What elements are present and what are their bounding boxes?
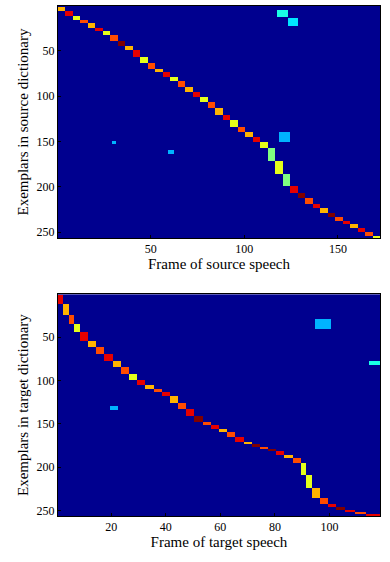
svg-text:50: 50 xyxy=(145,242,157,256)
svg-text:80: 80 xyxy=(269,520,281,534)
svg-text:200: 200 xyxy=(37,460,55,474)
svg-text:40: 40 xyxy=(160,520,172,534)
svg-text:250: 250 xyxy=(37,504,55,518)
svg-text:100: 100 xyxy=(321,520,339,534)
svg-text:250: 250 xyxy=(37,225,55,239)
svg-text:20: 20 xyxy=(105,520,117,534)
svg-text:150: 150 xyxy=(329,242,347,256)
svg-text:150: 150 xyxy=(37,135,55,149)
svg-text:100: 100 xyxy=(37,89,55,103)
svg-text:200: 200 xyxy=(37,180,55,194)
svg-text:Exemplars in source dictionary: Exemplars in source dictionary xyxy=(15,28,31,216)
svg-text:60: 60 xyxy=(214,520,226,534)
svg-text:100: 100 xyxy=(37,374,55,388)
svg-text:Exemplars in target dictionary: Exemplars in target dictionary xyxy=(15,314,31,496)
svg-text:Frame of source speech: Frame of source speech xyxy=(148,256,291,272)
svg-text:50: 50 xyxy=(43,44,55,58)
svg-text:50: 50 xyxy=(43,330,55,344)
svg-text:Frame of target speech: Frame of target speech xyxy=(151,534,288,550)
svg-text:100: 100 xyxy=(235,242,253,256)
svg-text:150: 150 xyxy=(37,417,55,431)
